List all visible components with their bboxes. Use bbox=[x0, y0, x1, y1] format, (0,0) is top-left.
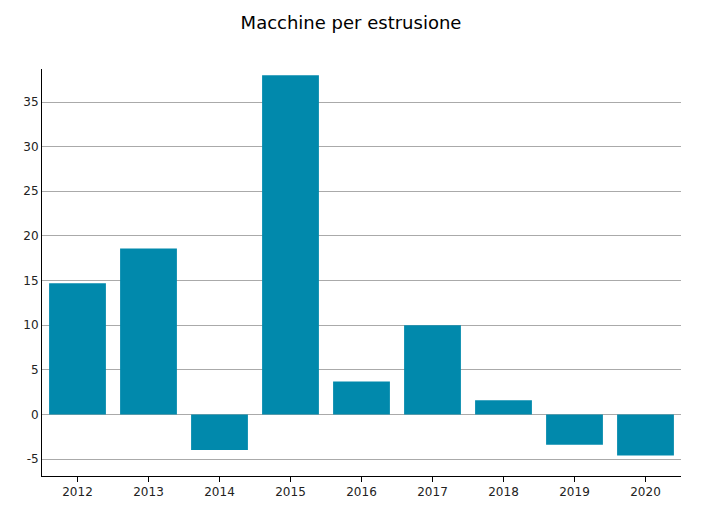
svg-text:35: 35 bbox=[23, 95, 38, 109]
svg-text:15: 15 bbox=[23, 274, 38, 288]
svg-text:2018: 2018 bbox=[488, 485, 519, 499]
svg-text:Macchine per estrusione: Macchine per estrusione bbox=[241, 12, 462, 33]
svg-text:2015: 2015 bbox=[275, 485, 306, 499]
svg-text:-5: -5 bbox=[27, 452, 39, 466]
svg-text:25: 25 bbox=[23, 184, 38, 198]
svg-text:10: 10 bbox=[23, 318, 38, 332]
svg-text:2014: 2014 bbox=[204, 485, 235, 499]
svg-text:2019: 2019 bbox=[559, 485, 590, 499]
svg-text:20: 20 bbox=[23, 229, 38, 243]
svg-text:2020: 2020 bbox=[630, 485, 661, 499]
svg-text:2012: 2012 bbox=[62, 485, 93, 499]
svg-text:2017: 2017 bbox=[417, 485, 448, 499]
svg-text:0: 0 bbox=[31, 408, 39, 422]
svg-text:5: 5 bbox=[31, 363, 39, 377]
svg-text:2016: 2016 bbox=[346, 485, 377, 499]
svg-text:30: 30 bbox=[23, 140, 38, 154]
svg-text:2013: 2013 bbox=[133, 485, 164, 499]
